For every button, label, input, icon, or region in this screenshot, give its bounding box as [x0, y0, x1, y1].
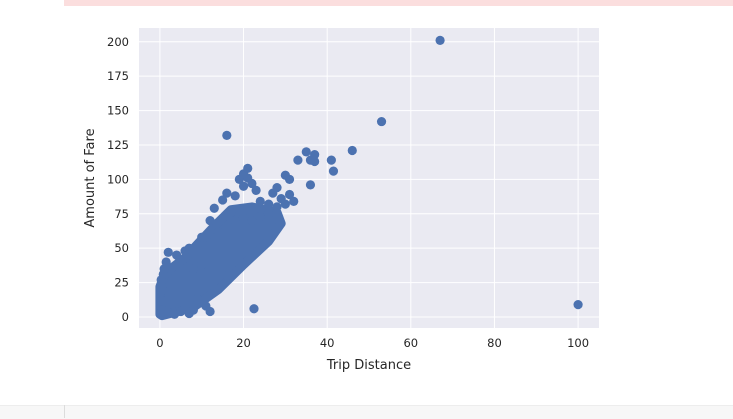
x-tick-label: 40	[320, 336, 335, 350]
data-point	[306, 180, 315, 189]
data-point	[285, 175, 294, 184]
y-tick-label: 50	[114, 241, 129, 255]
data-point	[157, 296, 166, 305]
data-point	[264, 200, 273, 209]
y-tick-label: 125	[107, 138, 129, 152]
data-point	[272, 202, 281, 211]
data-point	[222, 271, 231, 280]
x-tick-label: 100	[567, 336, 589, 350]
cell-divider	[64, 405, 65, 418]
data-point	[172, 250, 181, 259]
data-point	[239, 182, 248, 191]
x-tick-label: 60	[403, 336, 418, 350]
data-point	[249, 304, 258, 313]
y-axis-label: Amount of Fare	[83, 128, 98, 227]
data-point	[210, 204, 219, 213]
data-point	[243, 164, 252, 173]
data-point	[264, 209, 273, 218]
x-tick-label: 20	[236, 336, 251, 350]
data-point	[226, 208, 235, 217]
data-point	[251, 186, 260, 195]
y-tick-labels: 0 25 50 75 100 125 150 175 200	[107, 35, 129, 324]
data-point	[197, 260, 206, 269]
data-point	[289, 197, 298, 206]
data-point	[256, 197, 265, 206]
data-point	[205, 307, 214, 316]
data-point	[162, 257, 171, 266]
y-tick-label: 175	[107, 69, 129, 83]
data-point	[293, 156, 302, 165]
data-point	[193, 295, 202, 304]
data-point	[176, 307, 185, 316]
data-point	[164, 248, 173, 257]
x-axis-label: Trip Distance	[326, 358, 411, 373]
data-point	[377, 117, 386, 126]
scatter-chart: 0 25 50 75 100 125 150 175 200 0 20 40 60 80 100 Trip…	[0, 0, 733, 405]
data-point	[272, 183, 281, 192]
data-point	[214, 227, 223, 236]
data-point	[256, 212, 265, 221]
data-point	[327, 156, 336, 165]
data-point	[310, 150, 319, 159]
data-point	[222, 189, 231, 198]
data-point	[348, 146, 357, 155]
data-point	[435, 36, 444, 45]
data-point	[189, 306, 198, 315]
data-point	[302, 147, 311, 156]
y-tick-label: 150	[107, 104, 129, 118]
data-point	[281, 200, 290, 209]
data-point	[239, 213, 248, 222]
data-point	[231, 191, 240, 200]
x-tick-label: 80	[487, 336, 502, 350]
data-point	[573, 300, 582, 309]
data-point	[197, 233, 206, 242]
x-tick-labels: 0 20 40 60 80 100	[156, 336, 589, 350]
data-point	[231, 216, 240, 225]
y-tick-label: 25	[114, 276, 129, 290]
data-point	[329, 167, 338, 176]
y-tick-label: 75	[114, 207, 129, 221]
y-tick-label: 100	[107, 172, 129, 186]
data-point	[185, 244, 194, 253]
data-point	[247, 216, 256, 225]
data-point	[222, 131, 231, 140]
data-point	[210, 237, 219, 246]
x-tick-label: 0	[156, 336, 163, 350]
data-point	[189, 264, 198, 273]
next-cell-strip	[0, 405, 733, 419]
y-tick-label: 0	[122, 310, 129, 324]
y-tick-label: 200	[107, 35, 129, 49]
data-point	[205, 216, 214, 225]
